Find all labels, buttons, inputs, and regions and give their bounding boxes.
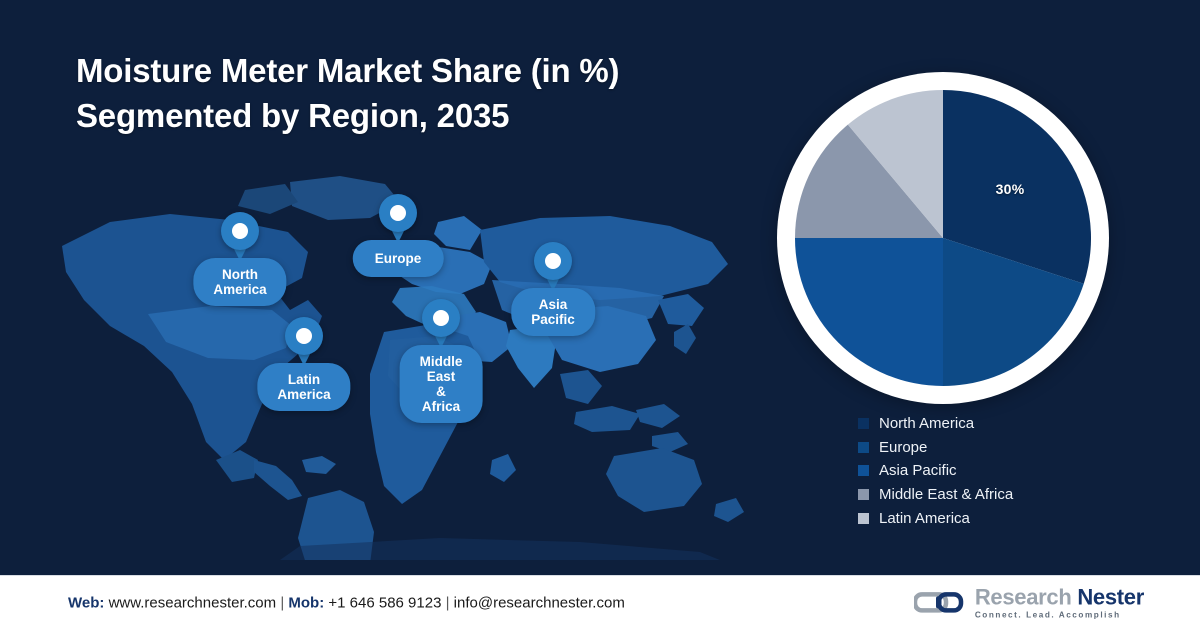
footer-contact-line: Web: www.researchnester.com | Mob: +1 64…	[68, 594, 625, 611]
legend-swatch-icon	[858, 489, 869, 501]
pie-chart: 30%	[777, 72, 1109, 404]
map-pin-label-north-america: North America	[193, 258, 287, 306]
map-pin-icon	[379, 194, 417, 232]
page-title: Moisture Meter Market Share (in %) Segme…	[76, 48, 776, 138]
legend-label: Asia Pacific	[879, 462, 957, 480]
legend-item-north-america[interactable]: North America	[858, 412, 1158, 436]
map-pin-icon	[221, 212, 259, 250]
footer-mob-value[interactable]: +1 646 586 9123	[328, 594, 442, 611]
footer-email-value[interactable]: info@researchnester.com	[453, 594, 625, 611]
legend-swatch-icon	[858, 418, 869, 430]
chart-legend: North America Europe Asia Pacific Middle…	[858, 412, 1158, 530]
legend-item-middle-east-africa[interactable]: Middle East & Africa	[858, 483, 1158, 507]
pie-slice-latin-america[interactable]	[847, 90, 943, 238]
map-pin-icon	[534, 242, 572, 280]
map-pin-label-middle-east-africa: Middle East & Africa	[399, 345, 483, 423]
map-pin-label-europe: Europe	[352, 240, 444, 277]
legend-label: North America	[879, 415, 975, 433]
legend-swatch-icon	[858, 465, 869, 477]
legend-item-latin-america[interactable]: Latin America	[858, 506, 1158, 530]
logo-name: Research Nester	[974, 583, 1144, 609]
pie-slice-group[interactable]	[795, 90, 1091, 386]
legend-item-europe[interactable]: Europe	[858, 436, 1158, 460]
logo-word-nester: Nester	[1077, 583, 1144, 609]
footer-web-value[interactable]: www.researchnester.com	[108, 594, 277, 611]
pie-slice-middle-east-africa[interactable]	[795, 124, 943, 238]
pie-slice-asia-pacific[interactable]	[795, 238, 943, 386]
footer-bar: Web: www.researchnester.com | Mob: +1 64…	[0, 575, 1200, 628]
footer-separator-1: |	[280, 594, 285, 611]
legend-label: Middle East & Africa	[879, 486, 1014, 504]
research-nester-logo[interactable]: Research Nester Connect. Lead. Accomplis…	[913, 583, 1144, 619]
footer-web-label: Web:	[68, 594, 105, 611]
logo-tagline: Connect. Lead. Accomplish	[974, 609, 1121, 619]
page-title-line-2: Segmented by Region, 2035	[76, 97, 510, 134]
footer-mob-label: Mob:	[288, 594, 325, 611]
logo-text-block: Research Nester Connect. Lead. Accomplis…	[974, 583, 1144, 619]
page-title-line-1: Moisture Meter Market Share (in %)	[76, 52, 620, 89]
logo-word-research: Research	[974, 583, 1072, 609]
legend-label: Latin America	[879, 509, 970, 527]
legend-label: Europe	[879, 438, 928, 456]
pie-slice-north-america[interactable]	[943, 90, 1091, 284]
pie-slice-value-label: 30%	[995, 181, 1025, 198]
legend-item-asia-pacific[interactable]: Asia Pacific	[858, 459, 1158, 483]
map-pin-icon	[422, 299, 460, 337]
pie-chart-svg	[795, 90, 1091, 386]
footer-separator-2: |	[445, 594, 450, 611]
legend-swatch-icon	[858, 441, 869, 453]
logo-mark-icon	[913, 592, 964, 613]
map-pin-icon	[285, 317, 323, 355]
map-pin-label-asia-pacific: Asia Pacific	[511, 288, 595, 336]
map-pin-label-latin-america: Latin America	[257, 363, 351, 411]
pie-slice-europe[interactable]	[943, 238, 1084, 386]
world-map: North America Europe Asia Pacific Middle…	[40, 160, 760, 560]
legend-swatch-icon	[858, 512, 869, 524]
